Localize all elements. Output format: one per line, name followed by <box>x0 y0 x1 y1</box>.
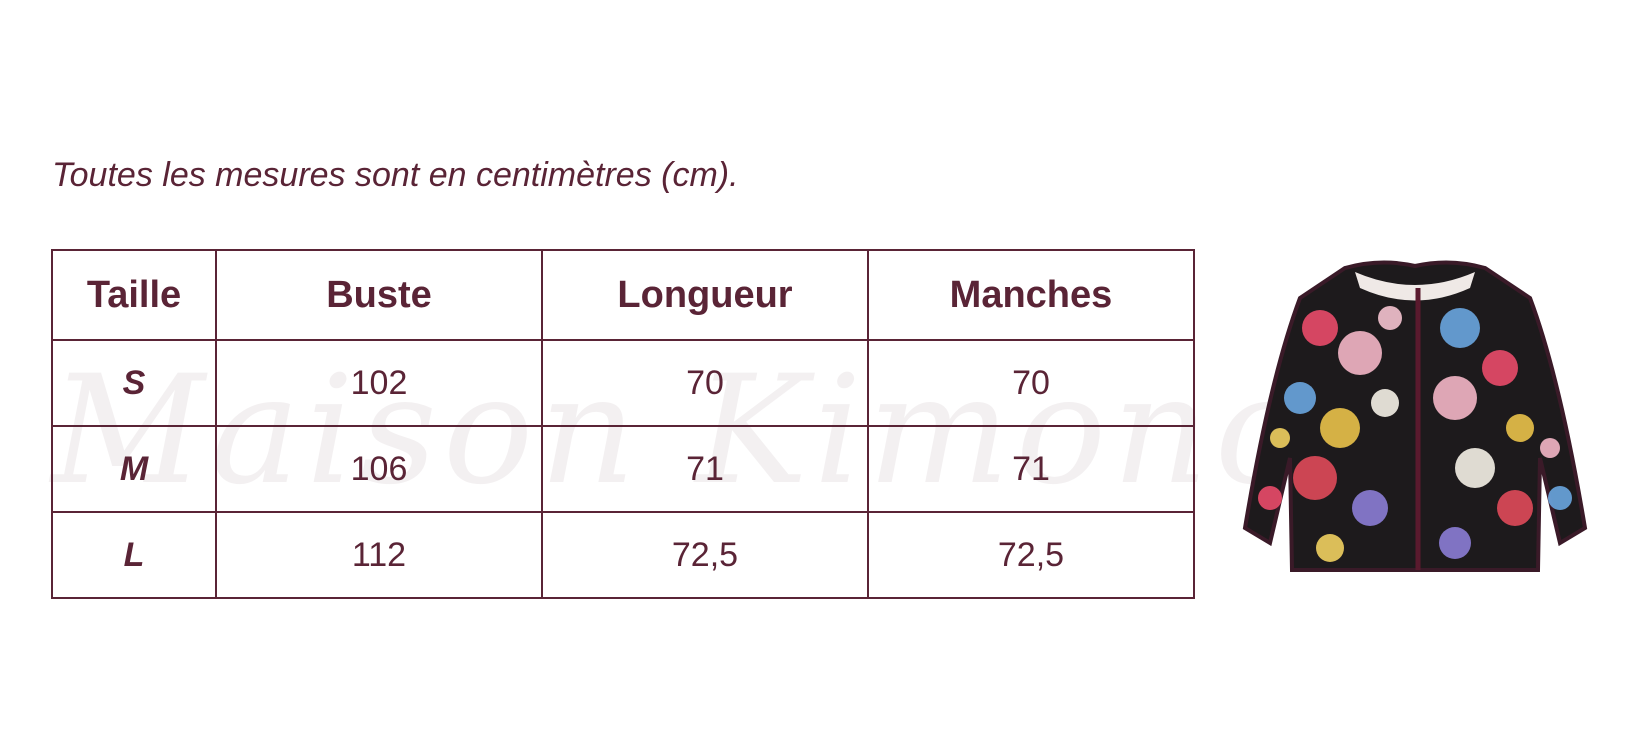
header-row: Taille Buste Longueur Manches <box>50 249 1196 341</box>
value-cell: 106 <box>215 425 543 513</box>
header-cell: Manches <box>866 249 1196 341</box>
table-row: M 106 71 71 <box>50 425 1196 513</box>
value-cell: 70 <box>541 339 869 427</box>
size-cell: S <box>50 339 218 427</box>
value-cell: 72,5 <box>866 511 1196 599</box>
value-cell: 71 <box>541 425 869 513</box>
value-cell: 70 <box>866 339 1196 427</box>
jacket-image <box>1242 260 1588 572</box>
table-row: L 112 72,5 72,5 <box>50 511 1196 599</box>
size-cell: L <box>50 511 218 599</box>
value-cell: 112 <box>215 511 543 599</box>
value-cell: 72,5 <box>541 511 869 599</box>
size-cell: M <box>50 425 218 513</box>
size-table: Taille Buste Longueur Manches S 102 70 70 M 106 7… <box>50 249 1196 599</box>
value-cell: 71 <box>866 425 1196 513</box>
header-cell: Buste <box>215 249 543 341</box>
header-cell: Taille <box>50 249 218 341</box>
table-row: S 102 70 70 <box>50 339 1196 427</box>
value-cell: 102 <box>215 339 543 427</box>
size-table-wrap: Taille Buste Longueur Manches S 102 70 70 M 106 7… <box>50 249 1305 599</box>
caption: Toutes les mesures sont en centimètres (… <box>52 156 739 194</box>
table-body: S 102 70 70 M 106 71 71 L 112 72,5 72,5 <box>50 339 1196 599</box>
header-cell: Longueur <box>541 249 869 341</box>
